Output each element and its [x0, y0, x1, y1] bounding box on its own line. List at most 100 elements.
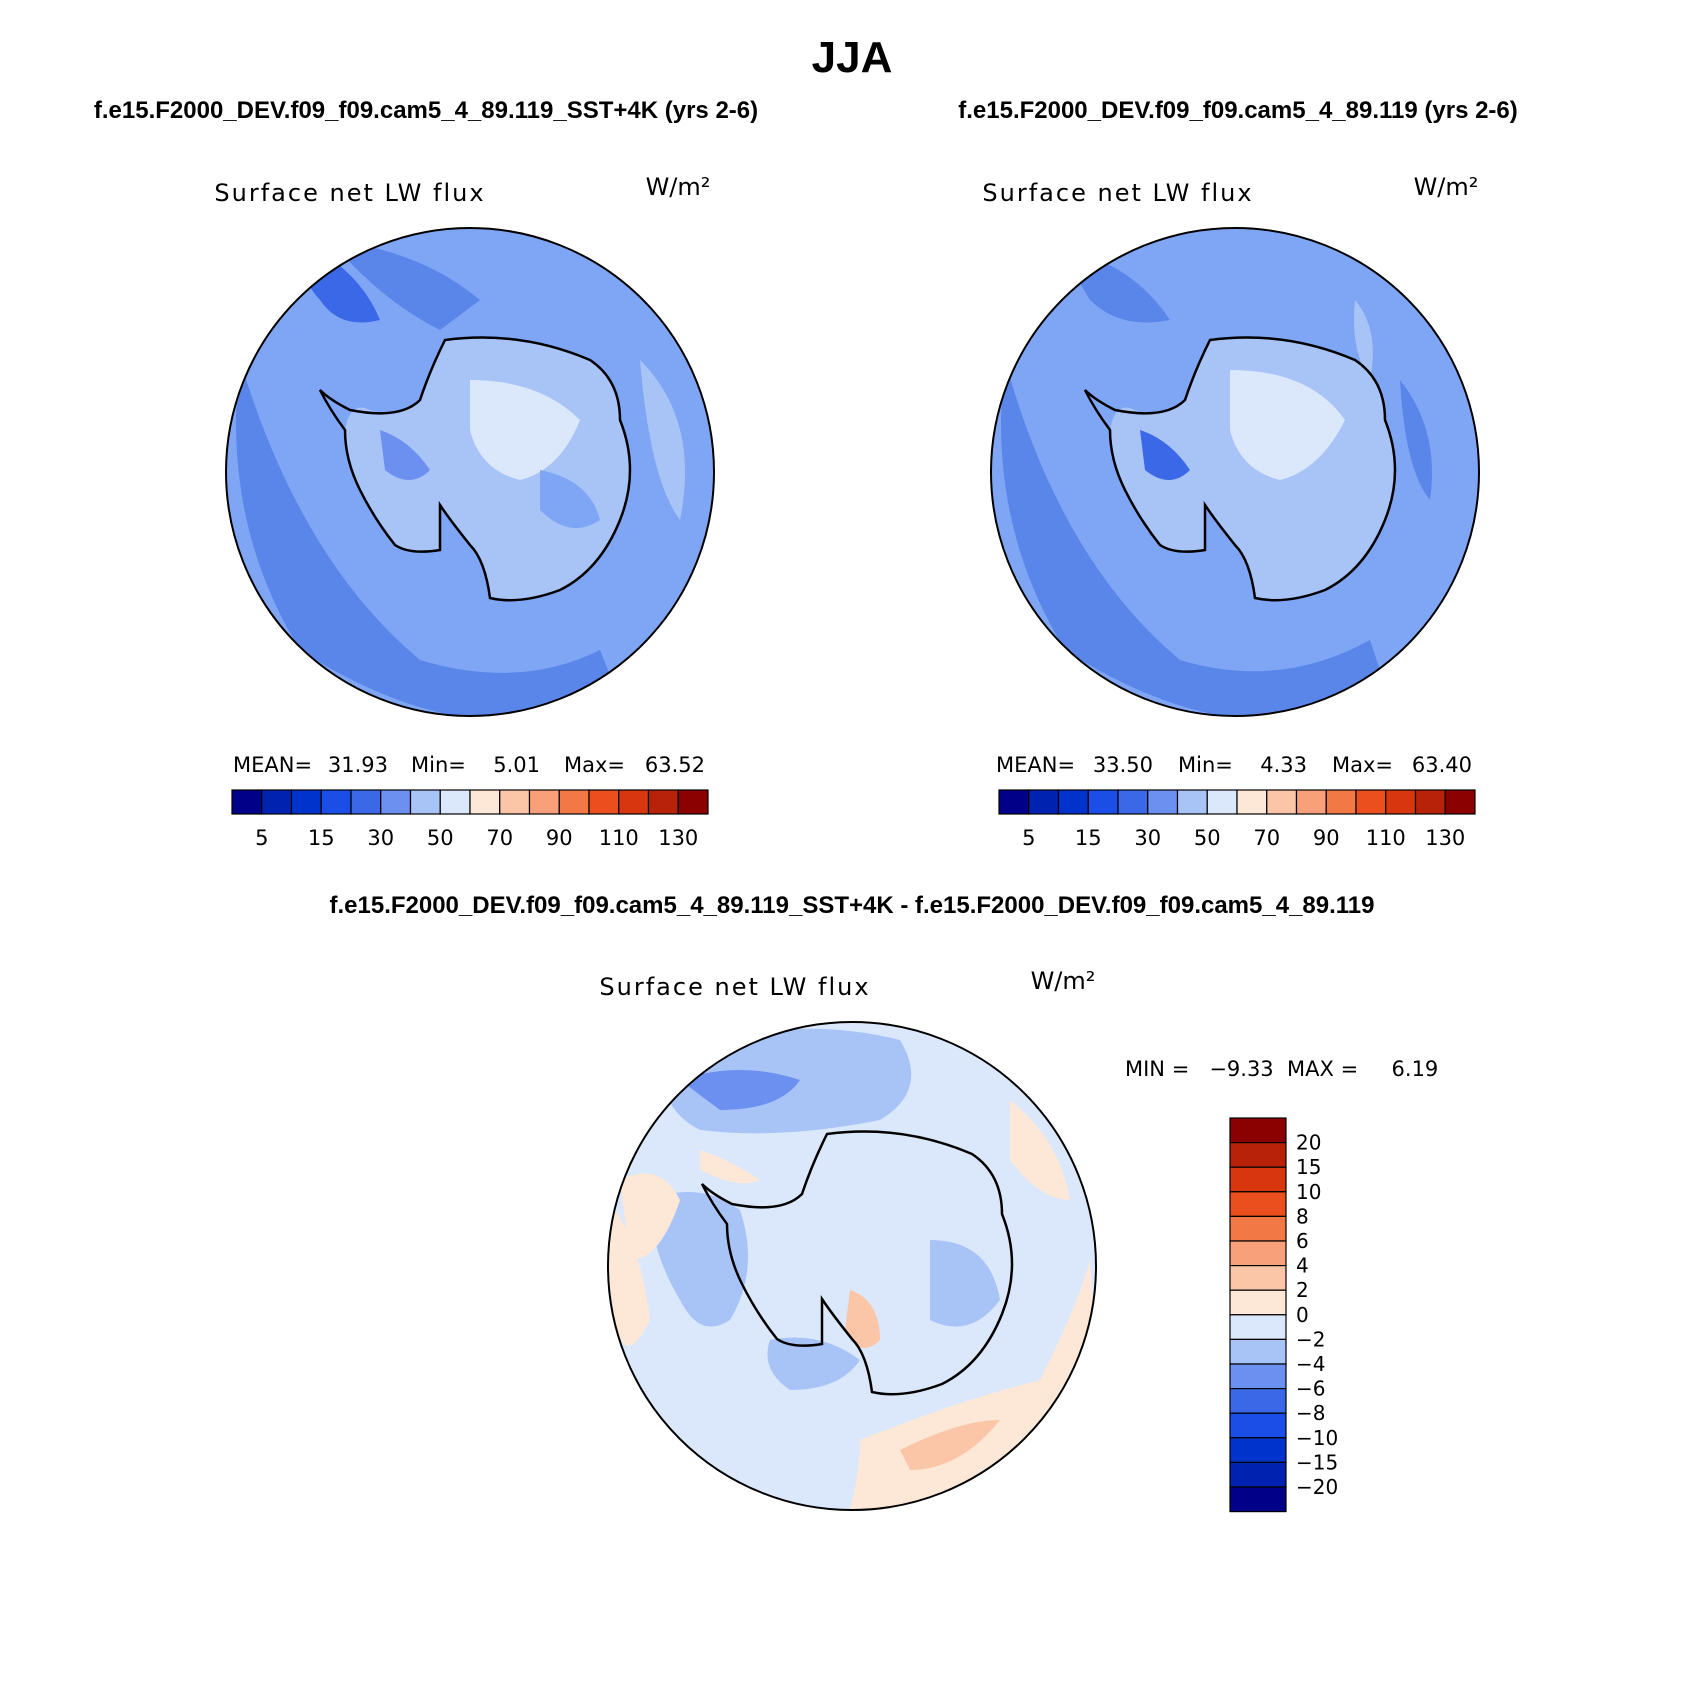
colorbar-box: [1176, 789, 1208, 815]
variable-label-diff: Surface net LW flux: [599, 973, 870, 1001]
colorbar-tick-label: 90: [1313, 826, 1340, 850]
colorbar-box: [1229, 1289, 1287, 1316]
colorbar-box: [1229, 1117, 1287, 1144]
colorbar-box: [1028, 789, 1060, 815]
colorbar-box: [1236, 789, 1268, 815]
colorbar-tick-label: 30: [367, 826, 394, 850]
colorbar-tick-label: 5: [255, 826, 268, 850]
colorbar-box: [618, 789, 650, 815]
colorbar-box: [1229, 1461, 1287, 1488]
colorbar-tick-label: 4: [1296, 1254, 1309, 1278]
map-border-left: [225, 227, 715, 717]
min-label-right: Min=: [1178, 753, 1233, 777]
colorbar-tick-label: −8: [1296, 1401, 1325, 1425]
colorbar-box: [1229, 1141, 1287, 1168]
colorbar-box: [1229, 1215, 1287, 1242]
variable-label-left: Surface net LW flux: [214, 179, 485, 207]
colorbar-tick-label: 15: [308, 826, 335, 850]
colorbar-tick-label: 15: [1296, 1155, 1321, 1179]
colorbar-box: [1444, 789, 1476, 815]
colorbar-box: [647, 789, 679, 815]
polar-map-left: [226, 228, 714, 716]
colorbar-box: [439, 789, 471, 815]
colorbar-box: [1229, 1437, 1287, 1464]
colorbar-box: [1325, 789, 1357, 815]
max-label-right: Max=: [1332, 753, 1393, 777]
max-value-right: 63.40: [1412, 753, 1472, 777]
colorbar-box: [350, 789, 382, 815]
colorbar-box: [528, 789, 560, 815]
colorbar-box: [1229, 1486, 1287, 1513]
colorbar-tick-label: 110: [1366, 826, 1406, 850]
max-label-left: Max=: [564, 753, 625, 777]
colorbar-box: [1229, 1412, 1287, 1439]
case-title-left: f.e15.F2000_DEV.f09_f09.cam5_4_89.119_SS…: [94, 97, 758, 124]
colorbar-box: [1385, 789, 1417, 815]
colorbar-box: [290, 789, 322, 815]
colorbar-tick-label: 70: [486, 826, 513, 850]
colorbar-tick-label: 110: [599, 826, 639, 850]
colorbar-ticks-left: 5 15 30 50 70 90 110 130: [255, 826, 698, 850]
colorbar-box: [1229, 1338, 1287, 1365]
colorbar-tick-label: −6: [1296, 1377, 1325, 1401]
colorbar-tick-label: 2: [1296, 1278, 1309, 1302]
mean-label-right: MEAN=: [996, 753, 1075, 777]
units-label-left: W/m²: [646, 173, 711, 201]
colorbar-box: [409, 789, 441, 815]
map-border-right: [990, 227, 1480, 717]
colorbar-box: [1355, 789, 1387, 815]
colorbar-box: [380, 789, 412, 815]
colorbar-box: [1414, 789, 1446, 815]
colorbar-box: [1229, 1363, 1287, 1390]
colorbar-box: [261, 789, 293, 815]
polar-map-diff: [608, 1022, 1096, 1510]
units-label-right: W/m²: [1414, 173, 1479, 201]
colorbar-box: [1087, 789, 1119, 815]
colorbar-tick-label: 15: [1075, 826, 1102, 850]
colorbar-ticks-right: 5 15 30 50 70 90 110 130: [1022, 826, 1465, 850]
colorbar-box: [998, 789, 1030, 815]
colorbar-box: [1229, 1166, 1287, 1193]
colorbar-tick-label: 6: [1296, 1229, 1309, 1253]
colorbar-tick-label: 30: [1134, 826, 1161, 850]
colorbar-box: [1117, 789, 1149, 815]
colorbar-tick-label: 50: [427, 826, 454, 850]
colorbar-tick-label: −20: [1296, 1475, 1338, 1499]
colorbar-tick-label: −10: [1296, 1426, 1338, 1450]
colorbar-box: [588, 789, 620, 815]
variable-label-right: Surface net LW flux: [982, 179, 1253, 207]
colorbar-box: [1229, 1264, 1287, 1291]
colorbar-right: [998, 789, 1476, 815]
colorbar-box: [1229, 1240, 1287, 1267]
map-border-diff: [607, 1021, 1097, 1511]
mean-value-left: 31.93: [328, 753, 388, 777]
colorbar-box: [1147, 789, 1179, 815]
min-label-left: Min=: [411, 753, 466, 777]
colorbar-left: [231, 789, 709, 815]
colorbar-box: [1266, 789, 1298, 815]
panel-top-right: f.e15.F2000_DEV.f09_f09.cam5_4_89.119 (y…: [958, 97, 1518, 850]
colorbar-box: [1229, 1191, 1287, 1218]
colorbar-tick-label: −2: [1296, 1327, 1325, 1351]
colorbar-box: [320, 789, 352, 815]
colorbar-box: [1206, 789, 1238, 815]
colorbar-box: [1229, 1387, 1287, 1414]
diff-title: f.e15.F2000_DEV.f09_f09.cam5_4_89.119_SS…: [329, 892, 1374, 919]
colorbar-tick-label: 20: [1296, 1131, 1321, 1155]
colorbar-box: [469, 789, 501, 815]
min-value-right: 4.33: [1260, 753, 1307, 777]
colorbar-tick-label: −4: [1296, 1352, 1325, 1376]
colorbar-tick-label: 0: [1296, 1303, 1309, 1327]
colorbar-tick-label: 8: [1296, 1204, 1309, 1228]
colorbar-tick-label: 5: [1022, 826, 1035, 850]
colorbar-box: [499, 789, 531, 815]
colorbar-box: [1295, 789, 1327, 815]
colorbar-box: [558, 789, 590, 815]
min-value-left: 5.01: [493, 753, 540, 777]
polar-map-right: [991, 228, 1479, 716]
colorbar-tick-label: −15: [1296, 1450, 1338, 1474]
colorbar-tick-label: 90: [546, 826, 573, 850]
units-label-diff: W/m²: [1031, 967, 1096, 995]
colorbar-tick-label: 130: [1425, 826, 1465, 850]
